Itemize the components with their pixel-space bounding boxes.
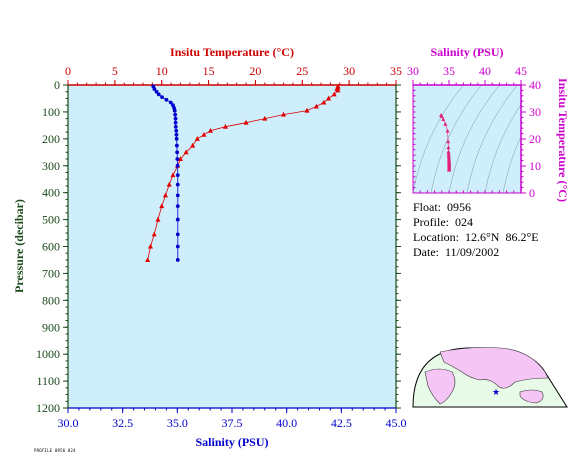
salinity-point	[175, 150, 180, 155]
temperature-point	[155, 216, 161, 222]
salinity-point	[156, 92, 161, 97]
temperature-point	[190, 142, 196, 148]
salinity-point	[175, 193, 180, 198]
salinity-point	[154, 89, 159, 94]
temperature-point	[335, 87, 341, 93]
temperature-point	[243, 119, 249, 125]
temperature-point	[145, 257, 151, 262]
temperature-tick-label: 0	[65, 64, 71, 78]
salinity-point	[160, 95, 164, 100]
temperature-point	[183, 149, 189, 155]
temperature-point	[166, 181, 172, 187]
pressure-tick-label: 500	[42, 213, 60, 227]
pressure-tick-label: 400	[42, 186, 60, 200]
temperature-axis-title: Insitu Temperature (°C)	[170, 45, 294, 59]
salinity-point	[174, 128, 179, 133]
salinity-point	[173, 124, 178, 129]
pressure-tick-label: 1100	[36, 374, 60, 388]
temperature-point	[222, 123, 228, 129]
pressure-tick-label: 800	[42, 293, 60, 307]
salinity-point	[175, 217, 180, 222]
salinity-point	[175, 173, 180, 178]
salinity-point	[173, 116, 178, 121]
salinity-tick-label: 32.5	[112, 416, 133, 430]
salinity-tick-label: 45.0	[386, 416, 407, 430]
temperature-point	[147, 243, 153, 249]
pressure-tick-label: 1200	[36, 401, 60, 415]
salinity-point	[173, 112, 178, 117]
pressure-axis-title: Pressure (decibar)	[12, 199, 26, 293]
salinity-point	[175, 258, 180, 262]
float-id: Float: 0956	[413, 200, 472, 214]
temperature-point	[331, 91, 337, 97]
footer-note: PROFILE 0956 024	[34, 448, 76, 453]
date: Date: 11/09/2002	[413, 245, 500, 259]
salinity-point	[174, 136, 179, 141]
temperature-point	[194, 136, 200, 141]
salinity-tick-label: 35.0	[167, 416, 188, 430]
salinity-point	[174, 132, 179, 137]
salinity-point	[173, 120, 178, 125]
salinity-point	[175, 182, 180, 187]
temperature-point	[177, 156, 183, 162]
pressure-tick-label: 700	[42, 266, 60, 280]
salinity-point	[152, 87, 157, 91]
salinity-point	[175, 244, 180, 249]
temperature-point	[159, 203, 165, 209]
salinity-point	[164, 97, 169, 102]
salinity-tick-label: 37.5	[222, 416, 243, 430]
pressure-tick-label: 1000	[36, 347, 60, 361]
temperature-point	[321, 99, 327, 105]
temperature-tick-label: 35	[390, 64, 402, 78]
temperature-point	[262, 115, 268, 121]
temperature-tick-label: 10	[156, 64, 168, 78]
salinity-point	[168, 100, 173, 105]
pressure-tick-label: 900	[42, 320, 60, 334]
salinity-point	[175, 157, 180, 161]
temperature-tick-label: 25	[296, 64, 308, 78]
salinity-point	[174, 143, 179, 148]
salinity-tick-label: 30.0	[58, 416, 79, 430]
plot-area	[67, 84, 397, 409]
salinity-axis-title: Salinity (PSU)	[195, 435, 268, 449]
temperature-point	[201, 131, 207, 137]
pressure-tick-label: 600	[42, 240, 60, 254]
location: Location: 12.6°N 86.2°E	[413, 230, 539, 244]
pressure-tick-label: 200	[42, 132, 60, 146]
salinity-tick-label: 42.5	[331, 416, 352, 430]
temperature-point	[151, 231, 157, 237]
salinity-tick-label: 40.0	[276, 416, 297, 430]
salinity-point	[175, 232, 180, 237]
profile-number: Profile: 024	[413, 215, 473, 229]
temperature-point	[326, 95, 332, 101]
temperature-point	[304, 107, 310, 113]
pressure-tick-label: 100	[42, 105, 60, 119]
temperature-point	[162, 192, 168, 198]
temperature-tick-label: 30	[343, 64, 355, 78]
temperature-tick-label: 15	[203, 64, 215, 78]
temperature-tick-label: 5	[112, 64, 118, 78]
temperature-point	[207, 127, 213, 133]
temperature-point	[170, 172, 176, 178]
temperature-profile-line	[147, 86, 339, 261]
salinity-point	[175, 163, 180, 168]
temperature-point	[313, 103, 319, 109]
pressure-tick-label: 0	[54, 78, 60, 92]
temperature-tick-label: 20	[249, 64, 261, 78]
salinity-point	[172, 108, 177, 113]
pressure-tick-label: 300	[42, 159, 60, 173]
temperature-point	[281, 111, 287, 117]
salinity-point	[175, 204, 180, 209]
